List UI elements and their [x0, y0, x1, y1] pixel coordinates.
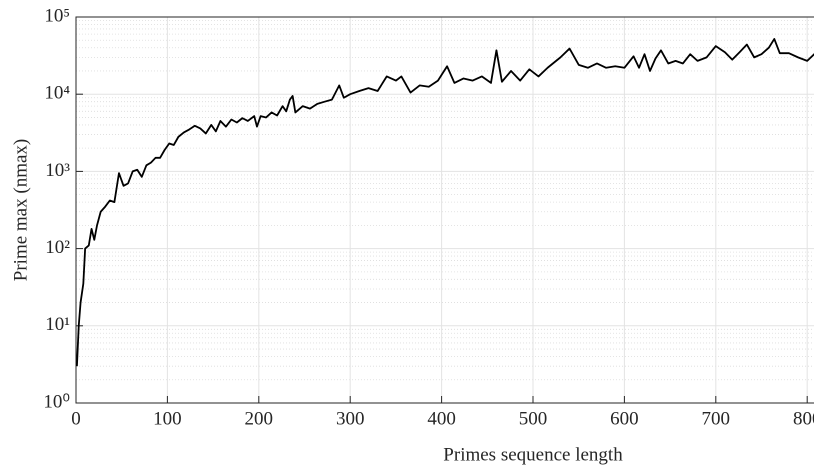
x-tick-label: 0 — [71, 408, 81, 429]
x-tick-label: 700 — [702, 408, 731, 429]
y-tick-label: 10⁵ — [44, 5, 70, 26]
x-tick-label: 200 — [245, 408, 274, 429]
x-tick-label: 600 — [610, 408, 639, 429]
x-axis-label: Primes sequence length — [443, 444, 623, 465]
data-line — [76, 38, 814, 367]
y-tick-label: 10⁴ — [44, 83, 70, 104]
y-tick-label: 10³ — [45, 160, 70, 181]
x-tick-label: 100 — [153, 408, 182, 429]
x-tick-label: 800 — [793, 408, 814, 429]
x-tick-label: 500 — [519, 408, 548, 429]
plot-frame — [75, 16, 814, 404]
y-axis-label: Prime max (nmax) — [10, 139, 31, 281]
x-tick-label: 300 — [336, 408, 365, 429]
plot-area — [76, 17, 814, 403]
y-tick-label: 10⁰ — [43, 391, 70, 412]
x-tick-label: 400 — [427, 408, 456, 429]
y-tick-label: 10² — [45, 237, 70, 258]
y-tick-label: 10¹ — [45, 314, 70, 335]
